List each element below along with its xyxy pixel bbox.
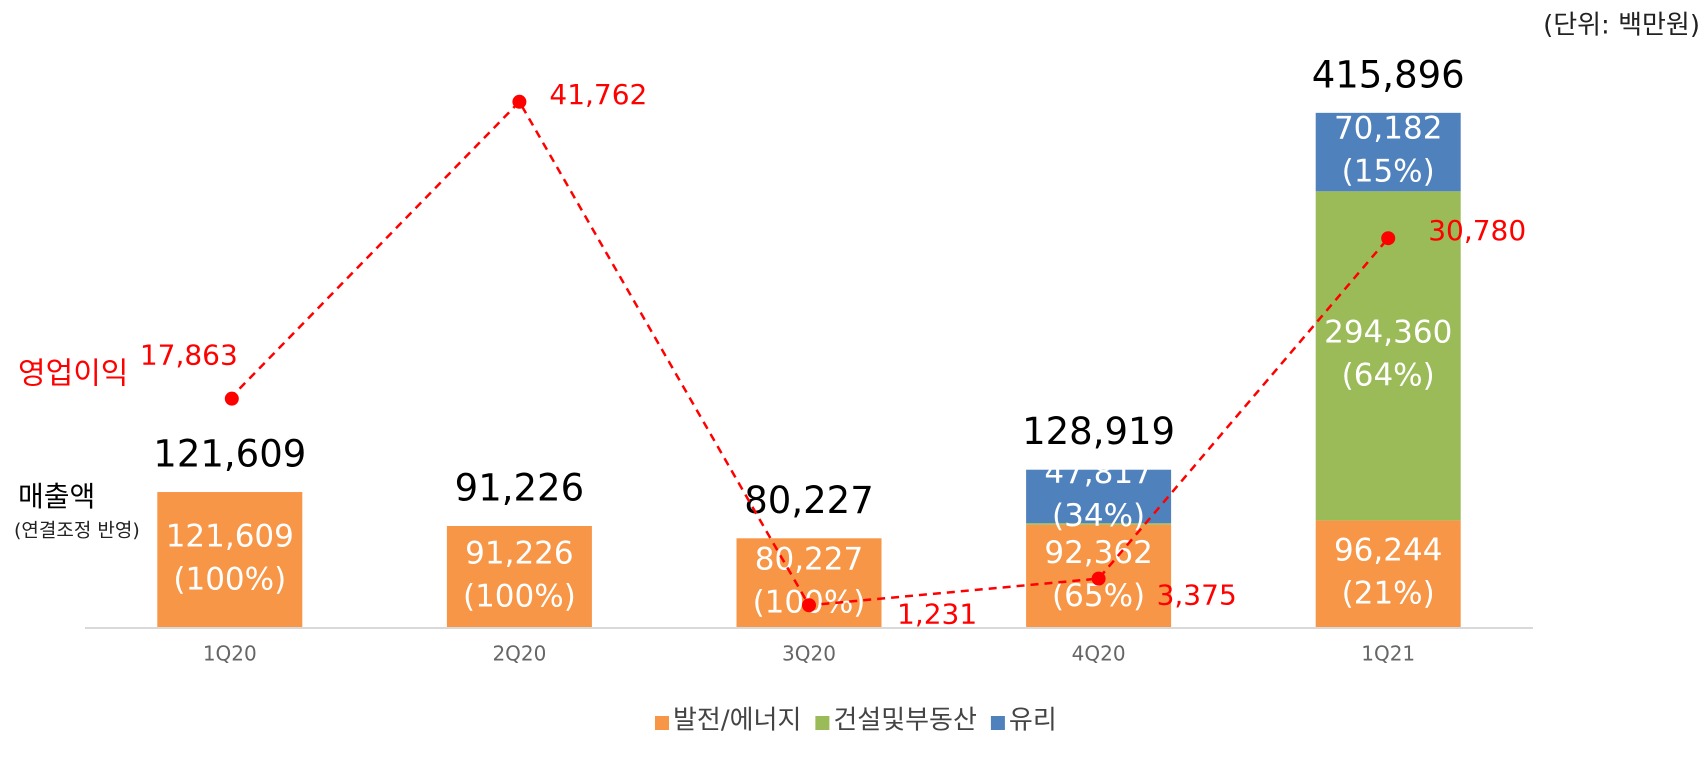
- legend-swatch: [990, 716, 1005, 730]
- segment-value-label: 294,360: [1324, 314, 1452, 350]
- segment-value-label: 80,227: [755, 542, 863, 578]
- bar-segment: [157, 492, 303, 628]
- segment-share-label: (21%): [1342, 576, 1435, 612]
- line-value-label: 1,231: [897, 597, 977, 630]
- bar-label: 매출액: [18, 480, 95, 513]
- line-value-label: 41,762: [549, 78, 647, 111]
- bar-segment: [446, 526, 592, 628]
- segment-value-label: 121,609: [166, 519, 294, 555]
- segment-value-label: 47,817: [1044, 455, 1152, 491]
- x-tick-label: 1Q21: [1361, 642, 1415, 666]
- line-value-label: 17,863: [140, 339, 238, 372]
- legend-swatch: [815, 716, 830, 730]
- line: [228, 99, 1390, 607]
- bar-sublabel: (연결조정 반영): [14, 520, 140, 542]
- line-value-label: 30,780: [1428, 214, 1526, 247]
- line-value-label: 3,375: [1157, 579, 1237, 612]
- segment-share-label: (15%): [1342, 154, 1435, 190]
- bar-segment: [736, 538, 882, 628]
- unit-note: (단위: 백만원): [1543, 11, 1700, 41]
- line-marker: [224, 391, 239, 406]
- line-marker: [1091, 571, 1106, 586]
- bar-segment: [1026, 469, 1172, 524]
- total-label: 91,226: [455, 467, 584, 510]
- legend-label: 발전/에너지: [673, 706, 801, 736]
- x-tick-label: 4Q20: [1072, 642, 1126, 666]
- total-label: 415,896: [1312, 53, 1465, 96]
- legend-swatch: [655, 716, 669, 730]
- line-label: 영업이익: [18, 357, 128, 392]
- line-marker: [512, 94, 527, 109]
- x-tick-label: 2Q20: [492, 642, 546, 666]
- segment-value-label: 70,182: [1334, 111, 1442, 147]
- segment-share-label: (100%): [173, 562, 286, 598]
- segment-share-label: (34%): [1052, 498, 1145, 534]
- total-label: 80,227: [744, 479, 873, 522]
- line-marker: [802, 598, 816, 613]
- segment-value-label: 92,362: [1044, 535, 1152, 571]
- bar-segment: [1315, 112, 1461, 192]
- x-tick-label: 3Q20: [782, 642, 836, 666]
- total-label: 128,919: [1022, 410, 1175, 453]
- segment-share-label: (100%): [463, 579, 576, 615]
- legend-label: 건설및부동산: [833, 706, 977, 736]
- segment-value-label: 91,226: [465, 536, 573, 572]
- bar-segment: [1026, 523, 1172, 525]
- legend-label: 유리: [1009, 706, 1057, 736]
- total-label: 121,609: [153, 433, 306, 476]
- line-marker: [1381, 231, 1396, 246]
- bar-segment: [1315, 520, 1461, 628]
- segment-share-label: (64%): [1342, 357, 1435, 393]
- segment-value-label: 96,244: [1334, 533, 1442, 569]
- x-tick-label: 1Q20: [203, 642, 257, 666]
- bar-segment: [1315, 191, 1461, 521]
